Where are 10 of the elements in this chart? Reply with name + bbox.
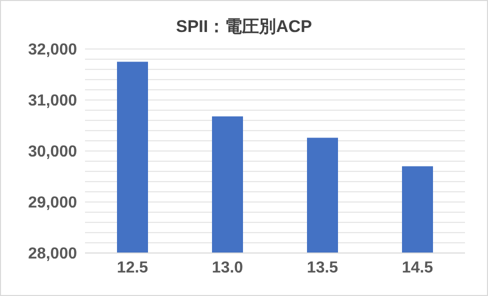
y-tick-label: 32,000 — [28, 42, 78, 59]
x-tick-label: 12.5 — [116, 259, 148, 276]
y-tick-label: 30,000 — [28, 144, 78, 161]
chart-title: SPII：電圧別ACP — [174, 16, 314, 37]
x-tick-label: 13.0 — [212, 259, 244, 276]
x-tick-label: 13.5 — [306, 259, 338, 276]
y-tick-label: 29,000 — [28, 194, 78, 212]
x-tick-label: 14.5 — [402, 259, 434, 276]
y-tick-label: 28,000 — [28, 246, 78, 263]
y-tick-label: 31,000 — [28, 92, 78, 110]
